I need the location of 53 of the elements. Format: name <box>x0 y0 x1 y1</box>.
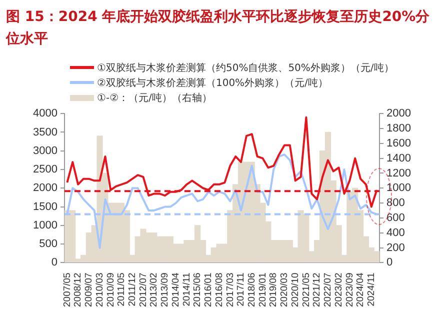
x-tick-label: 2024/04 <box>355 272 366 308</box>
x-tick-label: 2023/09 <box>344 272 356 308</box>
x-tick-label: 2012/07 <box>138 272 149 308</box>
x-tick-label: 2023/02 <box>333 272 344 308</box>
y-tick-label: 2500 <box>32 164 58 176</box>
x-tick-label: 2010/03 <box>94 272 106 308</box>
y2-tick-label: 1600 <box>386 137 412 150</box>
x-tick-label: 2011/05 <box>116 272 128 306</box>
y2-tick-label: 2000 <box>386 108 412 120</box>
y2-tick-label: 200 <box>386 242 405 254</box>
x-tick-label: 2013/09 <box>160 272 171 308</box>
y2-tick-label: 400 <box>386 226 405 239</box>
x-tick-label: 2007/05 <box>62 272 73 308</box>
y2-tick-label: 600 <box>386 212 405 224</box>
x-tick-label: 2011/12 <box>126 272 138 306</box>
x-tick-label: 2017/11 <box>236 272 247 306</box>
x-tick-label: 2017/03 <box>224 272 236 308</box>
y-tick-label: 3500 <box>32 126 58 138</box>
x-tick-label: 2013/02 <box>148 272 160 308</box>
x-tick-label: 2014/04 <box>170 272 182 308</box>
y2-tick-label: 0 <box>386 256 393 269</box>
x-tick-label: 2022/07 <box>322 272 334 308</box>
x-tick-label: 2024/11 <box>366 272 378 306</box>
legend-label: ①双胶纸与木浆价差测算（约50%自供浆、50%外购浆）（元/吨） <box>97 62 394 74</box>
x-tick-label: 2016/01 <box>203 272 214 308</box>
y-tick-label: 3000 <box>32 144 58 157</box>
legend-label: ①-②：（元/吨）（右轴） <box>97 92 212 104</box>
chart-title: 图 15：2024 年底开始双胶纸盈利水平环比逐步恢复至历史20%分位水平 <box>6 8 431 49</box>
y-tick-label: 2000 <box>32 182 58 194</box>
y-tick-label: 500 <box>39 238 58 250</box>
x-tick-label: 2020/03 <box>279 272 290 308</box>
x-tick-label: 2021/12 <box>312 272 323 308</box>
x-tick-label: 2014/11 <box>181 272 192 306</box>
y-tick-label: 0 <box>51 256 58 269</box>
y2-tick-label: 1000 <box>386 182 412 194</box>
x-tick-label: 2016/08 <box>214 272 225 308</box>
y-tick-label: 1500 <box>32 200 58 213</box>
x-tick-label: 2015/06 <box>192 272 204 308</box>
y2-tick-label: 1800 <box>386 122 412 135</box>
x-tick-label: 2019/01 <box>257 272 268 308</box>
y2-tick-label: 1400 <box>386 152 412 164</box>
x-tick-label: 2018/06 <box>246 272 258 308</box>
y-tick-label: 1000 <box>32 219 58 232</box>
y2-tick-label: 1200 <box>386 167 412 180</box>
y2-tick-label: 800 <box>386 197 405 210</box>
x-tick-label: 2020/10 <box>290 272 301 308</box>
x-tick-label: 2019/08 <box>268 272 280 308</box>
x-tick-label: 2021/05 <box>300 272 312 308</box>
x-tick-label: 2009/07 <box>84 272 95 308</box>
x-tick-label: 2010/09 <box>105 272 116 308</box>
x-tick-label: 2008/12 <box>72 272 84 308</box>
legend-label: ②双胶纸与木浆价差测算（100%外购浆）（元/吨） <box>97 76 328 90</box>
y-tick-label: 4000 <box>32 108 58 120</box>
